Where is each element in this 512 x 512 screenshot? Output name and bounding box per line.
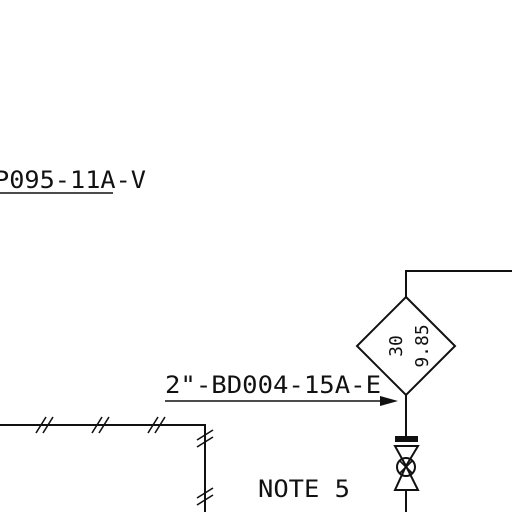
- pipe-top-right: [405, 270, 512, 297]
- pipe-lower-left: [0, 424, 206, 512]
- valve-icon: [393, 436, 420, 512]
- note-label: NOTE 5: [258, 475, 350, 503]
- upper-line-tag: P095-11A-V: [0, 166, 146, 194]
- pipe-hash-marks: [35, 416, 214, 506]
- diamond-right-value: 9.85: [412, 324, 433, 367]
- lower-line-tag: 2"-BD004-15A-E: [165, 371, 381, 399]
- diamond-left-value: 30: [386, 335, 407, 357]
- leader-arrowhead: [380, 396, 398, 406]
